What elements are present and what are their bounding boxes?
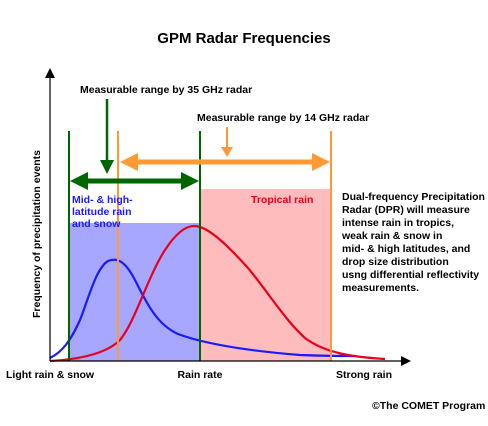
35ghz-range-arrow: [70, 172, 199, 190]
mid-high-region-label-line-2: latitude rain: [72, 206, 132, 218]
tropical-region-label: Tropical rain: [251, 194, 313, 206]
copyright-notice: ©The COMET Program: [372, 400, 485, 412]
35ghz-label-pointer: [100, 99, 114, 174]
mid-high-region-label-line-1: Mid- & high-: [72, 194, 133, 206]
mid-high-latitude-curve: [49, 258, 356, 359]
tropical-rain-region: [200, 189, 331, 361]
14ghz-range-label: Measurable range by 14 GHz radar: [197, 112, 369, 124]
tropical-rain-curve: [49, 224, 386, 363]
description-line: usng differential reflectivity: [342, 269, 479, 281]
description-line: intense rain in tropics,: [342, 217, 454, 229]
x-axis-center-label: Rain rate: [178, 369, 223, 381]
diagram-title: GPM Radar Frequencies: [157, 30, 330, 47]
x-axis-left-label: Light rain & snow: [6, 369, 95, 381]
description-line: weak rain & snow in: [341, 230, 442, 242]
14ghz-label-pointer: [221, 127, 233, 157]
x-axis-right-label: Strong rain: [336, 369, 392, 381]
description-line: mid- & high latitudes, and: [342, 243, 470, 255]
y-axis-label: Frequency of precipitation events: [31, 150, 43, 318]
description-line: measurements.: [342, 282, 419, 294]
14ghz-range-arrow: [120, 153, 330, 171]
description-line: Radar (DPR) will measure: [342, 204, 470, 216]
description-line: drop size distribution: [342, 256, 449, 268]
35ghz-range-label: Measurable range by 35 GHz radar: [80, 84, 252, 96]
mid-high-latitude-region: [69, 223, 200, 361]
mid-high-region-label-line-3: and snow: [72, 218, 121, 230]
description-line: Dual-frequency Precipitation: [342, 191, 485, 203]
dpr-description: Dual-frequency Precipitation Radar (DPR)…: [341, 191, 485, 294]
